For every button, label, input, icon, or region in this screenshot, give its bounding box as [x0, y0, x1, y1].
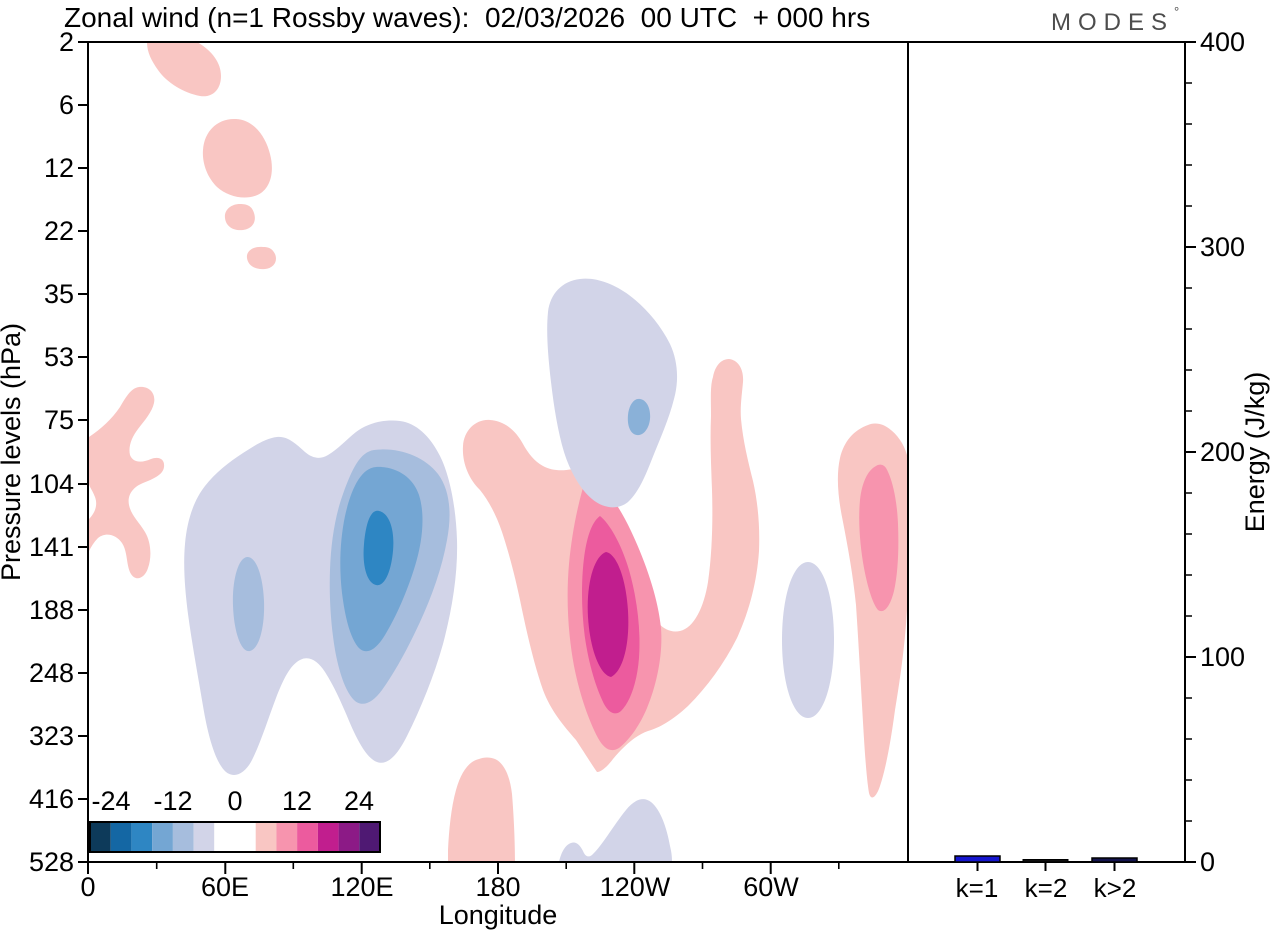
left-tick-label: 6 [59, 90, 74, 120]
colorbar-tick-label: -24 [91, 786, 130, 816]
colorbar-swatches [90, 822, 380, 852]
energy-bar-panel: k=1 k=2 k>2 [954, 855, 1138, 903]
left-tick-label: 416 [29, 784, 74, 814]
left-tick-label: 323 [29, 721, 74, 751]
right-tick-label: 200 [1200, 437, 1245, 467]
bottom-axis-minor-ticks [155, 862, 840, 869]
plot-title: Zonal wind (n=1 Rossby waves): 02/03/202… [64, 2, 870, 33]
colorbar-swatch [214, 822, 256, 852]
contour-field [89, 43, 907, 861]
contour-pos-level4-core [587, 552, 629, 677]
bar-label-k2: k=2 [1025, 873, 1068, 903]
modes-logo: MODES ° [1051, 4, 1179, 36]
left-tick-label: 104 [29, 469, 74, 499]
left-tick-label: 141 [29, 532, 74, 562]
contour-neg-level2-spot [627, 398, 651, 436]
brand-wordmark: MODES [1051, 9, 1174, 36]
colorbar: -24 -12 0 12 24 [89, 786, 381, 853]
colorbar-swatch [338, 822, 360, 852]
colorbar-swatch [297, 822, 318, 852]
bar-ticks [976, 862, 1116, 871]
right-axis-minor-ticks [1185, 82, 1192, 822]
left-axis: 2 6 12 22 35 53 75 104 141 188 248 323 4… [0, 27, 88, 877]
left-tick-label: 12 [44, 153, 74, 183]
left-tick-label: 528 [29, 847, 74, 877]
bottom-tick-label: 60E [201, 872, 249, 902]
colorbar-swatch [359, 822, 380, 852]
colorbar-swatch [276, 822, 298, 852]
right-axis-title: Energy (J/kg) [1240, 372, 1270, 533]
contour-neg-level2-patch [232, 556, 265, 652]
brand-mark: ° [1174, 4, 1179, 19]
colorbar-swatch [255, 822, 277, 852]
left-tick-label: 248 [29, 658, 74, 688]
contour-pos-level1-blob2 [202, 118, 272, 198]
left-tick-label: 53 [44, 342, 74, 372]
contour-pos-level1-left-edge [89, 386, 165, 579]
right-axis: 400 300 200 100 0 Energy (J/kg) [1185, 27, 1270, 877]
bottom-tick-label: 60W [743, 872, 799, 902]
right-axis-major-ticks [1185, 41, 1196, 863]
colorbar-tick-label: 0 [227, 786, 242, 816]
bottom-axis-major-ticks [87, 862, 772, 874]
contour-pos-level1-topleft [147, 43, 221, 97]
right-tick-label: 400 [1200, 27, 1245, 57]
bottom-tick-label: 180 [475, 872, 520, 902]
contour-neg-level1-right-oval [782, 562, 834, 718]
left-tick-label: 2 [59, 27, 74, 57]
right-tick-label: 0 [1200, 847, 1215, 877]
colorbar-tick-label: 24 [344, 786, 374, 816]
contour-pos-level1-blob3 [224, 204, 255, 231]
bottom-tick-label: 120E [330, 872, 393, 902]
contour-pos-level1-bottom [448, 757, 515, 861]
contour-pos-level1-blob4 [246, 246, 276, 270]
bar-k1 [954, 855, 1001, 863]
colorbar-swatch [193, 822, 215, 852]
colorbar-swatch [131, 822, 153, 852]
right-tick-label: 300 [1200, 232, 1245, 262]
contour-neg-level1-bottom [559, 799, 672, 861]
colorbar-swatch [172, 822, 194, 852]
left-axis-title: Pressure levels (hPa) [0, 323, 26, 581]
colorbar-swatch [317, 822, 339, 852]
bar-label-k1: k=1 [956, 873, 999, 903]
bottom-tick-label: 0 [80, 872, 95, 902]
left-tick-label: 35 [44, 279, 74, 309]
colorbar-border [89, 821, 381, 853]
colorbar-tick-label: 12 [282, 786, 312, 816]
bottom-tick-label: 120W [600, 872, 671, 902]
right-tick-label: 100 [1200, 642, 1245, 672]
bar-kgt2 [1091, 857, 1138, 863]
colorbar-swatch [110, 822, 132, 852]
contour-pos-level2-right [859, 464, 899, 612]
left-tick-label: 75 [44, 405, 74, 435]
bottom-axis-title: Longitude [439, 900, 558, 930]
colorbar-swatch [152, 822, 173, 852]
contour-neg-level4-core [363, 510, 394, 586]
colorbar-swatch [90, 822, 111, 852]
left-tick-label: 22 [44, 216, 74, 246]
bar-k2 [1022, 859, 1069, 863]
left-tick-label: 188 [29, 595, 74, 625]
colorbar-tick-label: -12 [153, 786, 192, 816]
left-axis-major-ticks [78, 41, 88, 863]
bottom-axis: 0 60E 120E 180 120W 60W Longitude [80, 862, 840, 930]
bar-label-kgt2: k>2 [1094, 873, 1137, 903]
contour-neg-level1-topcenter [547, 278, 678, 508]
